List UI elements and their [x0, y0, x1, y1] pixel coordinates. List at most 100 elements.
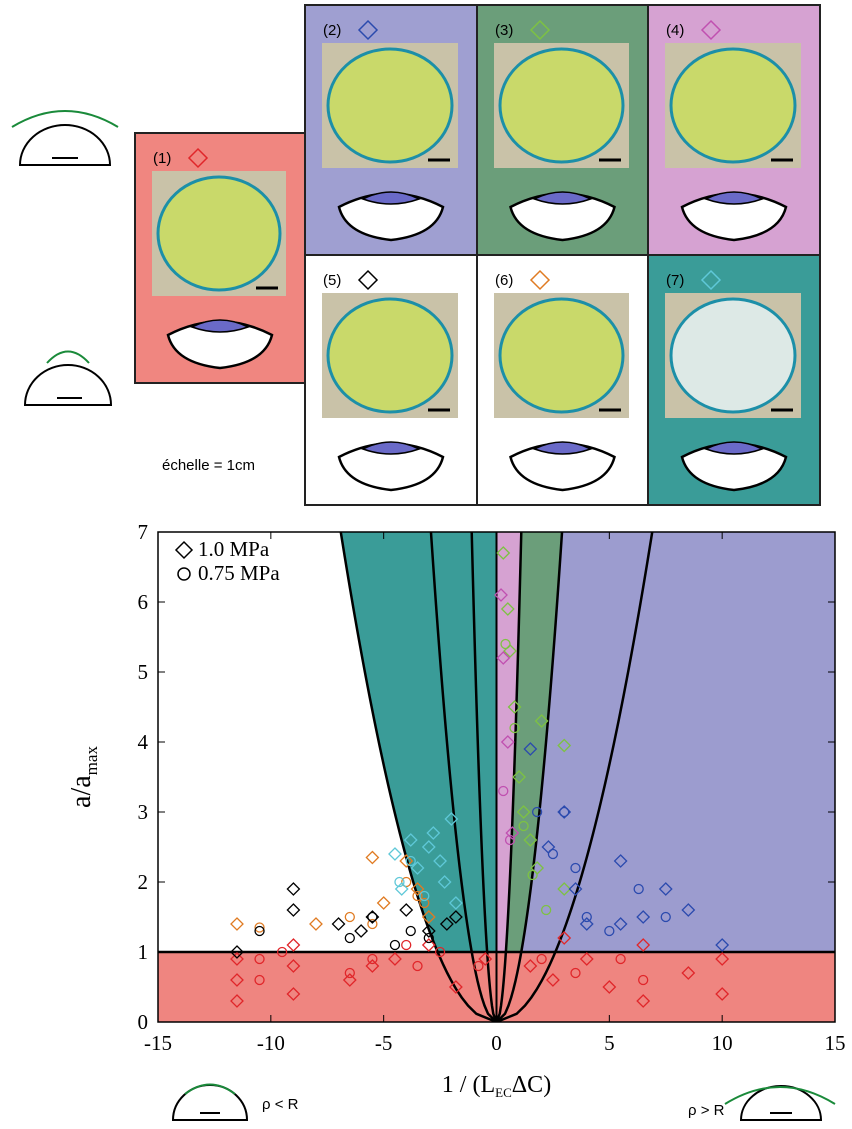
y-tick-label: 0 — [138, 1010, 149, 1034]
point — [507, 700, 522, 714]
point — [500, 638, 511, 650]
point — [557, 931, 572, 945]
point — [570, 967, 581, 979]
point — [403, 833, 418, 847]
y-axis-label: a/amax — [66, 746, 101, 808]
point — [615, 953, 626, 965]
point — [399, 903, 414, 917]
point — [660, 911, 671, 923]
x-tick-label: 10 — [712, 1031, 733, 1055]
point — [423, 932, 434, 944]
point — [276, 946, 288, 958]
point — [433, 854, 448, 868]
point — [254, 922, 265, 933]
point — [434, 946, 446, 958]
point — [531, 806, 543, 818]
x-tick-label: 5 — [604, 1031, 615, 1055]
point — [581, 911, 592, 923]
point — [286, 987, 301, 1001]
point — [254, 925, 265, 937]
point — [405, 855, 416, 867]
point — [523, 833, 538, 847]
legend-marker — [177, 567, 191, 581]
point — [559, 806, 570, 818]
point — [557, 882, 572, 896]
panel-marker — [529, 269, 551, 291]
point — [394, 876, 405, 888]
point — [401, 939, 412, 951]
panels: (1) (2) (3) (4) (5) (6) (7) — [134, 4, 821, 506]
point — [448, 980, 463, 994]
point — [344, 967, 355, 979]
x-axis-label: 1 / (LECΔC) — [442, 1072, 551, 1100]
point — [388, 952, 402, 966]
points — [230, 546, 730, 1008]
point — [421, 924, 436, 938]
point — [367, 918, 378, 930]
point — [523, 959, 538, 973]
photo-drop — [156, 175, 282, 292]
point — [230, 952, 244, 966]
annotation: ρ < R — [262, 1096, 299, 1113]
photo-drop — [669, 47, 797, 164]
panel-marker — [529, 19, 551, 41]
point — [512, 770, 526, 784]
point — [365, 959, 380, 973]
point — [342, 973, 357, 987]
point — [636, 938, 651, 952]
dome-film — [190, 319, 250, 333]
dome-film — [704, 441, 764, 455]
point — [500, 602, 515, 616]
boundary-curve — [339, 532, 654, 1022]
x-label-part: ΔC) — [512, 1072, 551, 1098]
point — [498, 785, 509, 797]
x-label-part: 1 / (L — [442, 1072, 495, 1098]
point — [410, 861, 425, 875]
y-tick-label: 3 — [138, 800, 149, 824]
panel-marker — [187, 147, 209, 169]
y-label-sub: max — [82, 746, 101, 776]
panel-label: (1) — [153, 150, 171, 167]
panel-label: (4) — [666, 22, 684, 39]
boundary-curve — [429, 532, 564, 1022]
point — [613, 917, 628, 931]
point — [448, 910, 463, 924]
region — [521, 532, 835, 952]
point — [602, 980, 617, 994]
region — [505, 532, 562, 952]
point — [401, 876, 412, 888]
point — [540, 904, 552, 916]
point — [254, 953, 265, 965]
point — [344, 932, 355, 944]
point — [286, 959, 301, 973]
legend-label: 0.75 MPa — [198, 561, 280, 585]
point — [715, 938, 730, 952]
point — [636, 994, 651, 1008]
panel-marker — [700, 269, 722, 291]
y-tick-label: 2 — [138, 870, 149, 894]
point — [613, 854, 628, 868]
point — [579, 917, 594, 931]
point — [568, 882, 583, 896]
point — [496, 651, 511, 665]
photo-drop — [498, 297, 625, 414]
point — [286, 903, 301, 917]
point — [527, 869, 538, 881]
dome-film — [532, 191, 593, 205]
point — [230, 973, 244, 987]
point — [473, 960, 484, 972]
point — [500, 735, 515, 749]
point — [230, 994, 244, 1008]
point — [504, 834, 516, 846]
point — [388, 847, 402, 861]
point — [367, 953, 378, 965]
y-label-main: a/a — [66, 775, 97, 808]
point — [421, 840, 436, 854]
x-label-sub: EC — [495, 1085, 512, 1100]
photo-drop — [669, 297, 797, 414]
point — [604, 925, 615, 937]
point — [518, 820, 529, 832]
point — [681, 966, 696, 980]
x-tick-label: 15 — [825, 1031, 846, 1055]
